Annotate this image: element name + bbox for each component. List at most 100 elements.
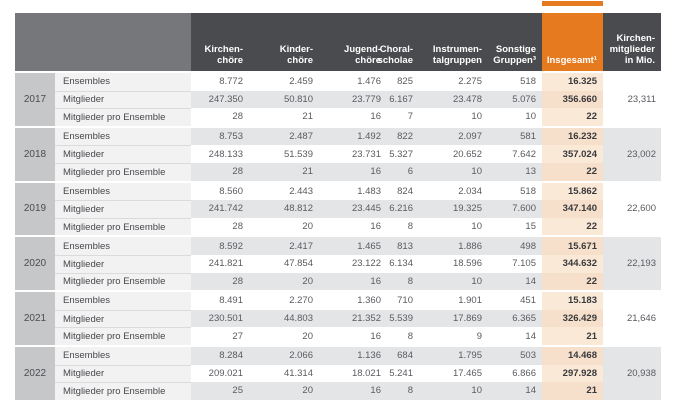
kirchenmitglieder-value: 22,600 bbox=[603, 182, 661, 236]
value-cell: 8.491 bbox=[191, 292, 249, 310]
year-label: 2019 bbox=[15, 182, 55, 236]
value-cell: 17.465 bbox=[419, 364, 488, 383]
value-cell: 247.350 bbox=[191, 90, 249, 109]
value-cell: 9 bbox=[419, 327, 488, 345]
value-cell: 451 bbox=[488, 292, 542, 310]
value-cell: 2.417 bbox=[249, 237, 319, 255]
column-header-insgesamt: Insgesamt¹ bbox=[542, 13, 603, 71]
column-header-label: Sonstige Gruppen³ bbox=[493, 44, 536, 66]
value-cell: 248.133 bbox=[191, 145, 249, 163]
table-header-row: Kirchen- chöre Kinder- chöre Jugend- chö… bbox=[15, 13, 661, 71]
value-cell: 16 bbox=[319, 382, 387, 400]
value-cell: 16 bbox=[319, 217, 387, 236]
insgesamt-value: 15.862 bbox=[542, 182, 603, 201]
year-label: 2022 bbox=[15, 346, 55, 400]
value-cell: 1.795 bbox=[419, 346, 488, 365]
row-label-mitglieder: Mitglieder bbox=[55, 145, 191, 163]
value-cell: 2.459 bbox=[249, 73, 319, 91]
value-cell: 28 bbox=[191, 162, 249, 181]
column-header-instrumentalgruppen: Instrumen- talgruppen bbox=[419, 13, 488, 71]
value-cell: 5.539 bbox=[387, 309, 419, 328]
kirchenmitglieder-value: 20,938 bbox=[603, 346, 661, 400]
value-cell: 27 bbox=[191, 327, 249, 345]
value-cell: 50.810 bbox=[249, 90, 319, 109]
insgesamt-value: 14.468 bbox=[542, 346, 603, 365]
value-cell: 51.539 bbox=[249, 145, 319, 163]
value-cell: 2.270 bbox=[249, 292, 319, 310]
value-cell: 10 bbox=[419, 217, 488, 236]
year-label: 2018 bbox=[15, 127, 55, 181]
insgesamt-accent-strip bbox=[542, 1, 603, 6]
value-cell: 21.352 bbox=[319, 309, 387, 328]
row-label-mitglieder: Mitglieder bbox=[55, 200, 191, 218]
column-header-label: Jugend- chöre bbox=[344, 44, 381, 66]
value-cell: 20 bbox=[249, 382, 319, 400]
value-cell: 14 bbox=[488, 382, 542, 400]
value-cell: 241.821 bbox=[191, 254, 249, 273]
ensembles-statistics-table: Kirchen- chöre Kinder- chöre Jugend- chö… bbox=[15, 13, 661, 400]
value-cell: 21 bbox=[249, 108, 319, 126]
value-cell: 8.592 bbox=[191, 237, 249, 255]
row-label-mitglieder-pro-ensemble: Mitglieder pro Ensemble bbox=[55, 217, 191, 236]
value-cell: 518 bbox=[488, 182, 542, 201]
row-label-ensembles: Ensembles bbox=[55, 73, 191, 91]
value-cell: 2.275 bbox=[419, 73, 488, 91]
year-label: 2020 bbox=[15, 237, 55, 291]
value-cell: 48.812 bbox=[249, 200, 319, 218]
value-cell: 684 bbox=[387, 346, 419, 365]
row-label-mitglieder-pro-ensemble: Mitglieder pro Ensemble bbox=[55, 272, 191, 291]
row-label-mitglieder-pro-ensemble: Mitglieder pro Ensemble bbox=[55, 327, 191, 345]
value-cell: 6.167 bbox=[387, 90, 419, 109]
value-cell: 2.034 bbox=[419, 182, 488, 201]
value-cell: 8.284 bbox=[191, 346, 249, 365]
column-header-label: Insgesamt¹ bbox=[546, 55, 597, 66]
value-cell: 10 bbox=[488, 108, 542, 126]
value-cell: 23.122 bbox=[319, 254, 387, 273]
value-cell: 28 bbox=[191, 272, 249, 291]
kirchenmitglieder-value: 22,193 bbox=[603, 237, 661, 291]
value-cell: 47.854 bbox=[249, 254, 319, 273]
value-cell: 8.560 bbox=[191, 182, 249, 201]
value-cell: 16 bbox=[319, 327, 387, 345]
value-cell: 2.487 bbox=[249, 127, 319, 146]
value-cell: 1.492 bbox=[319, 127, 387, 146]
value-cell: 20.652 bbox=[419, 145, 488, 163]
value-cell: 8 bbox=[387, 327, 419, 345]
value-cell: 17.869 bbox=[419, 309, 488, 328]
value-cell: 1.360 bbox=[319, 292, 387, 310]
year-label: 2017 bbox=[15, 73, 55, 126]
value-cell: 503 bbox=[488, 346, 542, 365]
value-cell: 28 bbox=[191, 217, 249, 236]
value-cell: 1.465 bbox=[319, 237, 387, 255]
value-cell: 7.642 bbox=[488, 145, 542, 163]
value-cell: 8.772 bbox=[191, 73, 249, 91]
row-label-mitglieder: Mitglieder bbox=[55, 364, 191, 383]
year-group: 2019 22,600 Ensembles 8.560 2.443 1.483 … bbox=[15, 182, 661, 236]
year-group: 2022 20,938 Ensembles 8.284 2.066 1.136 … bbox=[15, 346, 661, 400]
value-cell: 710 bbox=[387, 292, 419, 310]
value-cell: 16 bbox=[319, 272, 387, 291]
value-cell: 6 bbox=[387, 162, 419, 181]
year-label: 2021 bbox=[15, 292, 55, 345]
year-group: 2020 22,193 Ensembles 8.592 2.417 1.465 … bbox=[15, 237, 661, 291]
value-cell: 824 bbox=[387, 182, 419, 201]
value-cell: 25 bbox=[191, 382, 249, 400]
value-cell: 2.066 bbox=[249, 346, 319, 365]
insgesamt-value: 356.660 bbox=[542, 90, 603, 109]
value-cell: 1.483 bbox=[319, 182, 387, 201]
value-cell: 5.327 bbox=[387, 145, 419, 163]
insgesamt-value: 21 bbox=[542, 382, 603, 400]
kirchenmitglieder-value: 21,646 bbox=[603, 292, 661, 345]
value-cell: 21 bbox=[249, 162, 319, 181]
value-cell: 14 bbox=[488, 272, 542, 291]
row-label-mitglieder: Mitglieder bbox=[55, 90, 191, 109]
value-cell: 6.365 bbox=[488, 309, 542, 328]
value-cell: 230.501 bbox=[191, 309, 249, 328]
value-cell: 825 bbox=[387, 73, 419, 91]
column-header-kirchenchoere: Kirchen- chöre bbox=[191, 13, 249, 71]
insgesamt-value: 22 bbox=[542, 108, 603, 126]
row-label-mitglieder-pro-ensemble: Mitglieder pro Ensemble bbox=[55, 382, 191, 400]
value-cell: 518 bbox=[488, 73, 542, 91]
row-label-ensembles: Ensembles bbox=[55, 292, 191, 310]
